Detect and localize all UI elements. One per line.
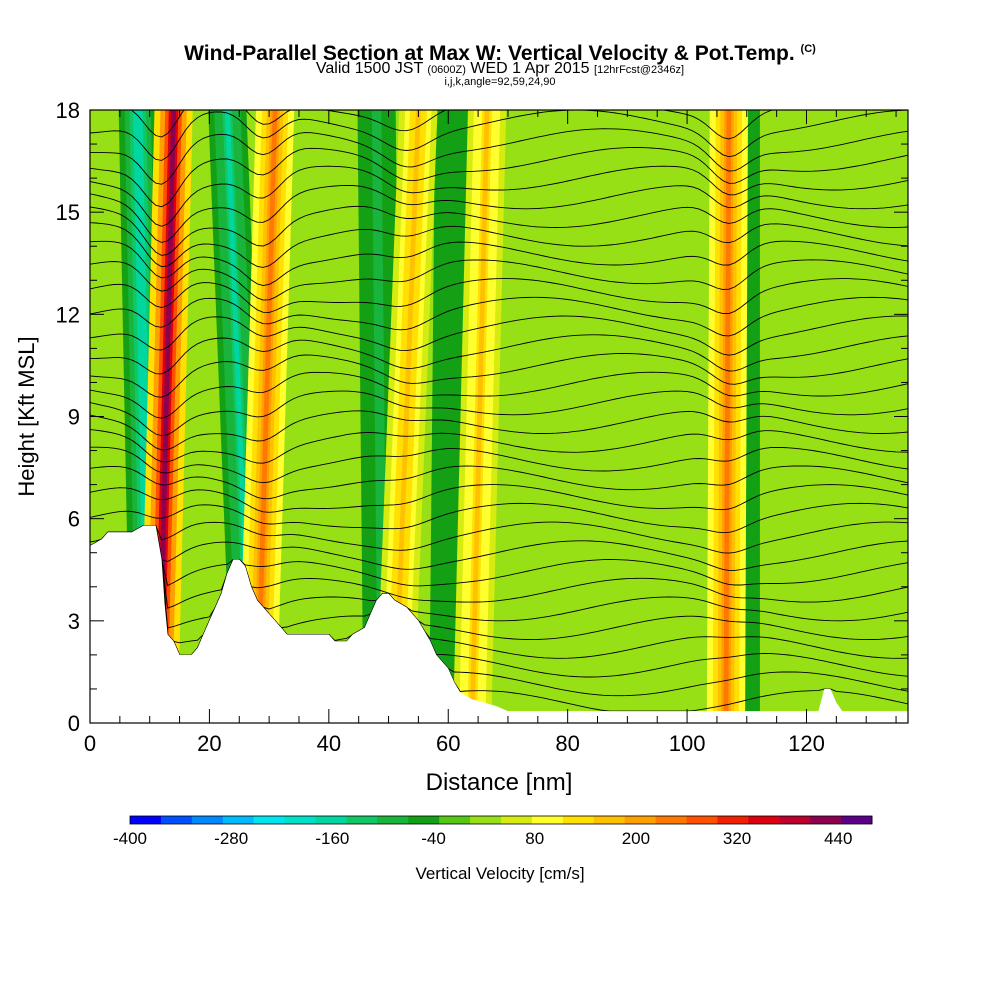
theta-contour-line (90, 296, 908, 337)
y-tick-label: 6 (68, 507, 80, 532)
grid-indices: i,j,k,angle=92,59,24,90 (444, 76, 556, 88)
theta-contour-line (90, 484, 908, 513)
theta-contour-line (90, 128, 908, 185)
x-tick-label: 40 (317, 731, 341, 756)
x-tick-label: 60 (436, 731, 460, 756)
theta-contour-line (90, 521, 908, 554)
updraft-band-1-level-4 (254, 110, 278, 723)
colorbar-swatch (655, 816, 687, 824)
colorbar-swatch (501, 816, 533, 824)
colorbar-tick-label: -280 (214, 829, 248, 848)
y-tick-label: 9 (68, 405, 80, 430)
colorbar-swatch (810, 816, 842, 824)
theta-contour-line (90, 165, 908, 227)
colorbar-swatch (717, 816, 749, 824)
colorbar-swatch (624, 816, 657, 824)
theta-contour-line (90, 525, 908, 587)
theta-contour-line (90, 222, 908, 268)
theta-contour-line (90, 259, 908, 301)
theta-contour-line (90, 240, 908, 286)
theta-contour-line (90, 110, 908, 161)
colorbar-swatch (748, 816, 780, 824)
terrain-mask (90, 525, 908, 723)
colorbar-swatch (130, 816, 162, 824)
colorbar-swatch (593, 816, 626, 824)
x-tick-label: 80 (555, 731, 579, 756)
colorbar-swatch (346, 816, 378, 824)
x-tick-label: 0 (84, 731, 96, 756)
theta-contour-line (90, 525, 908, 609)
colorbar-tick-label: 440 (824, 829, 852, 848)
colorbar-swatch (191, 816, 224, 824)
colorbar-swatch (253, 816, 286, 824)
colorbar-frame (129, 815, 873, 825)
colorbar-swatch (531, 816, 564, 824)
y-tick-label: 3 (68, 609, 80, 634)
colorbar-swatch (562, 816, 595, 824)
theta-contour-line (90, 465, 908, 500)
valid-time-line: Valid 1500 JST (0600Z) WED 1 Apr 2015 [1… (0, 60, 1000, 79)
colorbar-swatch (408, 816, 440, 824)
y-tick-label: 12 (56, 302, 80, 327)
theta-contour-line (90, 502, 908, 534)
title-text: Wind-Parallel Section at Max W: Vertical… (184, 42, 795, 65)
title-mark: (C) (800, 43, 816, 55)
colorbar-tick-label: -160 (315, 829, 349, 848)
valid-date: WED 1 Apr 2015 (470, 60, 590, 77)
colorbar-swatch (377, 816, 409, 824)
x-tick-label: 100 (669, 731, 706, 756)
theta-contour-line (90, 205, 908, 256)
colorbar-tick-label: -40 (421, 829, 446, 848)
theta-contour-line (90, 353, 908, 398)
theta-contour-line (90, 525, 908, 571)
colorbar-swatch (284, 816, 316, 824)
x-tick-label: 20 (197, 731, 221, 756)
colorbar-swatch (470, 816, 502, 824)
x-axis-label: Distance [nm] (426, 769, 573, 796)
theta-contour-line (90, 334, 908, 375)
y-tick-label: 15 (56, 200, 80, 225)
colorbar-label: Vertical Velocity [cm/s] (415, 864, 585, 883)
colorbar-tick-label: 200 (622, 829, 650, 848)
theta-contour-line (90, 371, 908, 419)
colorbar-tick-label: 320 (723, 829, 751, 848)
downdraft-band-3-level-4 (445, 110, 457, 723)
y-axis-label: Height [Kft MSL] (14, 336, 39, 496)
colorbar-swatch (841, 816, 873, 824)
theta-contours (90, 110, 908, 712)
y-tick-label: 0 (68, 711, 80, 736)
updraft-band-3-level-4 (469, 110, 490, 723)
theta-contour-line (90, 446, 908, 484)
colorbar-swatch (160, 816, 193, 824)
theta-contour-line (90, 184, 908, 243)
theta-contour-line (90, 390, 908, 437)
theta-contour-line (90, 429, 908, 464)
colorbar-tick-label: 80 (525, 829, 544, 848)
colorbar-swatch (779, 816, 811, 824)
updraft-band-2-level-4 (392, 110, 421, 723)
colorbar-swatch (315, 816, 347, 824)
theta-contour-line (90, 315, 908, 356)
valid-utc: (0600Z) (427, 64, 466, 76)
valid-prefix: Valid 1500 JST (315, 60, 423, 77)
colorbar-swatch (439, 816, 471, 824)
field-layer (90, 110, 908, 723)
colorbar-swatch (222, 816, 255, 824)
x-tick-label: 120 (788, 731, 825, 756)
y-tick-label: 18 (56, 98, 80, 123)
theta-contour-line (90, 278, 908, 315)
theta-contour-line (90, 147, 908, 208)
forecast-info: [12hrFcst@2346z] (594, 64, 685, 76)
colorbar-tick-label: -400 (113, 829, 147, 848)
colorbar-swatch (686, 816, 718, 824)
chart-title: Wind-Parallel Section at Max W: Vertical… (0, 38, 1000, 65)
theta-contour-line (90, 410, 908, 451)
